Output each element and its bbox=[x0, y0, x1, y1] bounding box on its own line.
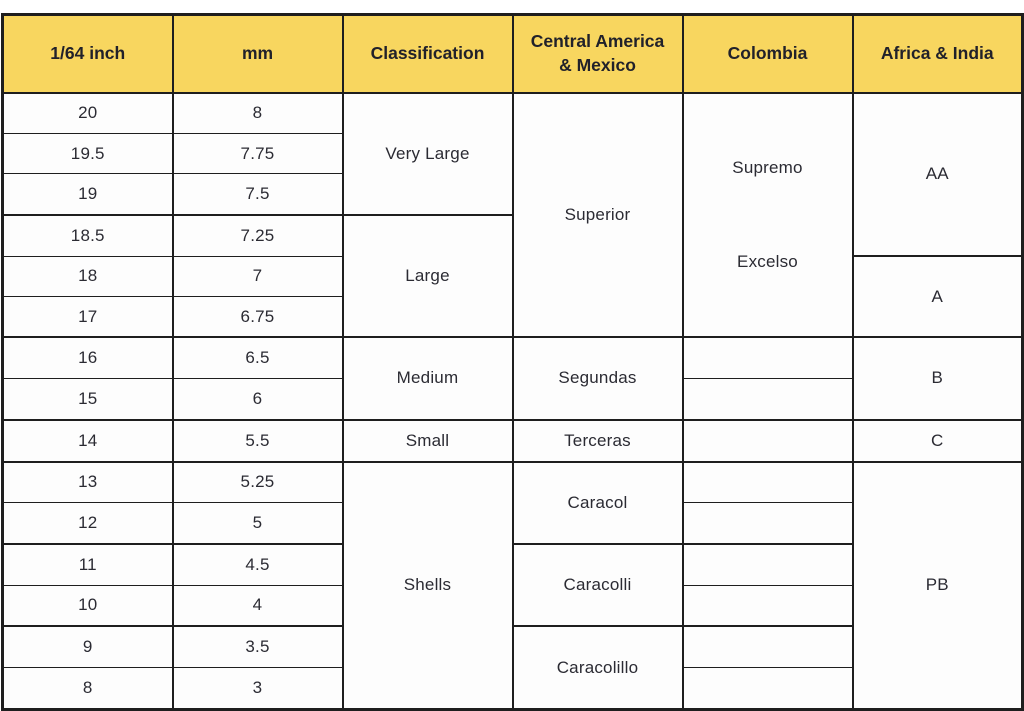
mm-cell: 4 bbox=[171, 584, 344, 628]
colombia-empty-cell bbox=[681, 543, 854, 586]
colombia-empty-cell bbox=[681, 625, 854, 668]
mm-cell: 5 bbox=[171, 502, 344, 545]
table-row: 8 3 bbox=[1, 666, 1023, 711]
table-row: 11 4.5 Caracolli bbox=[1, 543, 1023, 628]
colombia-empty-cell bbox=[681, 419, 854, 463]
classification-small-cell: Small bbox=[341, 419, 514, 463]
inch-cell: 10 bbox=[1, 584, 174, 628]
colombia-empty-cell bbox=[681, 666, 854, 711]
inch-cell: 18.5 bbox=[1, 214, 174, 257]
inch-cell: 12 bbox=[1, 502, 174, 545]
inch-cell: 9 bbox=[1, 625, 174, 668]
table-row: 10 4 bbox=[1, 584, 1023, 628]
header-cell-inch: 1/64 inch bbox=[1, 13, 174, 94]
colombia-empty-cell bbox=[681, 336, 854, 379]
inch-cell: 19 bbox=[1, 173, 174, 216]
coffee-size-table: 1/64 inch mm Classification Central Amer… bbox=[1, 13, 1024, 711]
mm-cell: 5.5 bbox=[171, 419, 344, 463]
table-row: 12 5 bbox=[1, 502, 1023, 545]
central-america-segundas-cell: Segundas bbox=[511, 336, 684, 421]
inch-cell: 20 bbox=[1, 91, 174, 135]
table-row: 17 6.75 bbox=[1, 295, 1023, 339]
table-row: 16 6.5 Medium Segundas B bbox=[1, 336, 1024, 421]
inch-cell: 16 bbox=[1, 336, 174, 379]
mm-cell: 7 bbox=[171, 255, 344, 297]
header-row: 1/64 inch mm Classification Central Amer… bbox=[1, 13, 1024, 94]
classification-very-large-cell: Very Large bbox=[341, 91, 514, 216]
mm-cell: 6.5 bbox=[171, 336, 344, 379]
inch-cell: 15 bbox=[1, 377, 174, 421]
table-row: 19.5 7.75 bbox=[1, 133, 1023, 175]
table-row: 18.5 7.25 Large bbox=[1, 214, 1023, 339]
mm-cell: 4.5 bbox=[171, 543, 344, 586]
table-row: 14 5.5 Small Terceras C bbox=[1, 419, 1024, 463]
colombia-excelso-label: Excelso bbox=[737, 251, 798, 271]
mm-cell: 6 bbox=[171, 377, 344, 421]
africa-india-a-cell: A bbox=[851, 255, 1024, 339]
table-row: 13 5.25 Shells Caracol PB bbox=[1, 461, 1024, 710]
colombia-supremo-label: Supremo bbox=[732, 157, 803, 177]
colombia-empty-cell bbox=[681, 502, 854, 545]
header-cell-central-america: Central America & Mexico bbox=[511, 13, 684, 94]
colombia-empty-cell bbox=[681, 377, 854, 421]
table-header: 1/64 inch mm Classification Central Amer… bbox=[1, 13, 1024, 94]
mm-cell: 7.75 bbox=[171, 133, 344, 175]
mm-cell: 8 bbox=[171, 91, 344, 135]
inch-cell: 8 bbox=[1, 666, 174, 711]
central-america-caracolli-cell: Caracolli bbox=[511, 543, 684, 628]
mm-cell: 3.5 bbox=[171, 625, 344, 668]
mm-cell: 7.5 bbox=[171, 173, 344, 216]
table-row: 19 7.5 bbox=[1, 173, 1023, 216]
central-america-caracol-cell: Caracol bbox=[511, 461, 684, 545]
header-cell-colombia: Colombia bbox=[681, 13, 854, 94]
classification-large-cell: Large bbox=[341, 214, 514, 339]
mm-cell: 5.25 bbox=[171, 461, 344, 504]
header-cell-africa-india: Africa & India bbox=[851, 13, 1024, 94]
inch-cell: 18 bbox=[1, 255, 174, 297]
colombia-empty-cell bbox=[681, 584, 854, 628]
inch-cell: 17 bbox=[1, 295, 174, 339]
header-cell-classification: Classification bbox=[341, 13, 514, 94]
africa-india-pb-cell: PB bbox=[851, 461, 1024, 710]
colombia-label-stack: Supremo Excelso bbox=[690, 158, 846, 272]
central-america-superior-cell: Superior bbox=[511, 92, 684, 339]
mm-cell: 6.75 bbox=[171, 295, 344, 339]
central-america-caracolillo-cell: Caracolillo bbox=[511, 625, 684, 711]
table-row: 15 6 bbox=[1, 377, 1023, 421]
mm-cell: 3 bbox=[171, 666, 344, 711]
africa-india-b-cell: B bbox=[851, 336, 1024, 421]
table-row: 20 8 Very Large Superior Supremo Excelso… bbox=[1, 91, 1024, 339]
inch-cell: 13 bbox=[1, 461, 174, 504]
inch-cell: 19.5 bbox=[1, 133, 174, 175]
mm-cell: 7.25 bbox=[171, 214, 344, 257]
colombia-supremo-excelso-cell: Supremo Excelso bbox=[681, 92, 854, 339]
classification-shells-cell: Shells bbox=[341, 461, 514, 710]
header-cell-mm: mm bbox=[171, 13, 344, 94]
inch-cell: 14 bbox=[1, 419, 174, 463]
central-america-terceras-cell: Terceras bbox=[511, 419, 684, 463]
colombia-empty-cell bbox=[681, 461, 854, 504]
table-row: 9 3.5 Caracolillo bbox=[1, 625, 1023, 711]
africa-india-aa-cell: AA bbox=[851, 92, 1024, 258]
inch-cell: 11 bbox=[1, 543, 174, 586]
table-row: 18 7 A bbox=[1, 255, 1024, 339]
classification-medium-cell: Medium bbox=[341, 336, 514, 421]
africa-india-c-cell: C bbox=[851, 419, 1024, 463]
